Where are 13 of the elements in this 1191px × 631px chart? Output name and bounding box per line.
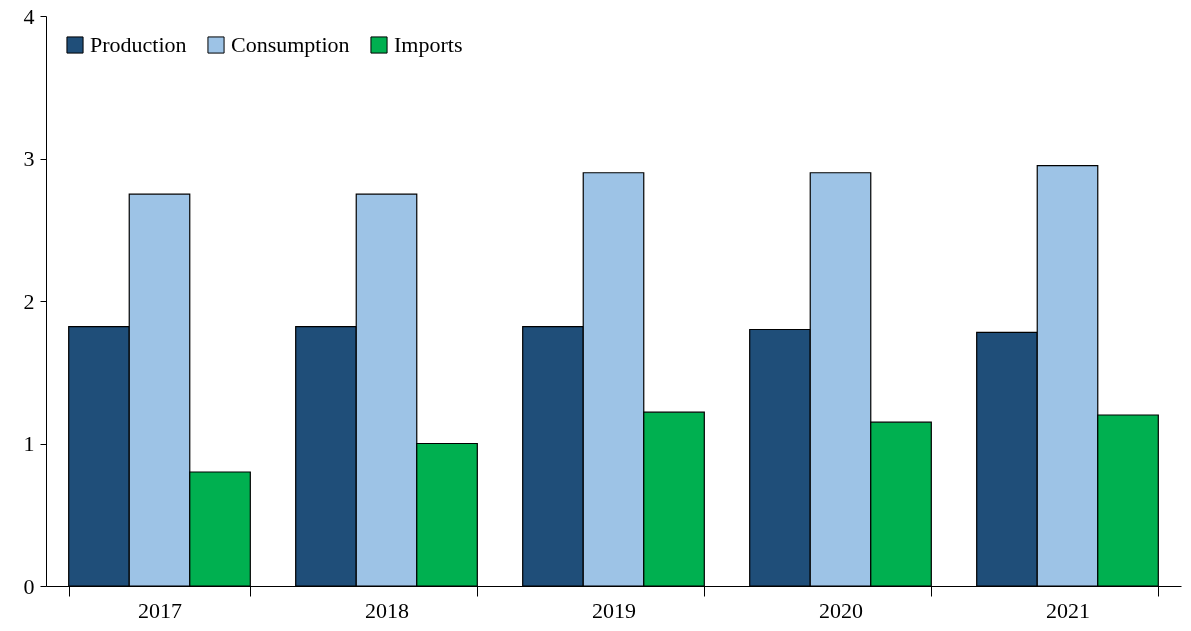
x-tick-label: 2021 bbox=[1046, 597, 1090, 623]
y-tick-label: 0 bbox=[23, 573, 35, 599]
x-tick-label: 2020 bbox=[819, 597, 863, 623]
y-tick-label: 1 bbox=[23, 431, 35, 456]
y-tick-label: 4 bbox=[23, 3, 35, 29]
y-tick-label: 3 bbox=[23, 146, 35, 171]
x-tick-label: 2017 bbox=[138, 597, 182, 623]
y-tick-label: 2 bbox=[23, 288, 35, 314]
legend-label: Imports bbox=[394, 32, 463, 57]
legend-label: Production bbox=[90, 32, 187, 57]
legend-label: Consumption bbox=[231, 32, 350, 57]
x-tick-label: 2019 bbox=[592, 597, 636, 623]
x-tick-label: 2018 bbox=[365, 597, 409, 623]
